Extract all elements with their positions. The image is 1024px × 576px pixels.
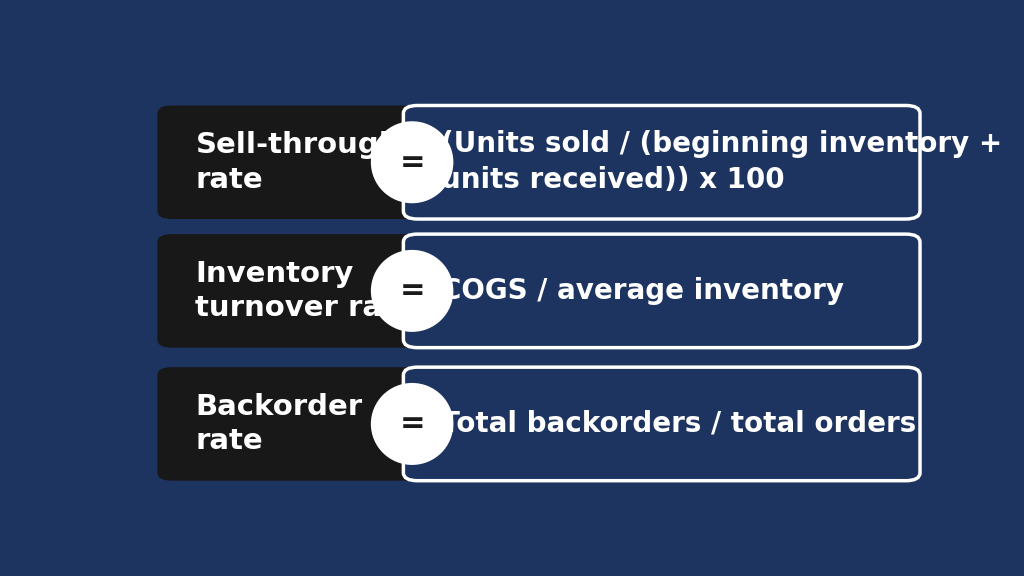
Ellipse shape xyxy=(371,383,454,465)
Ellipse shape xyxy=(371,122,454,203)
FancyBboxPatch shape xyxy=(403,367,920,481)
Text: =: = xyxy=(399,410,425,438)
Text: Total backorders / total orders: Total backorders / total orders xyxy=(441,410,916,438)
FancyBboxPatch shape xyxy=(158,367,436,481)
Ellipse shape xyxy=(371,250,454,332)
Text: COGS / average inventory: COGS / average inventory xyxy=(441,277,845,305)
Text: Inventory
turnover rate: Inventory turnover rate xyxy=(196,260,416,322)
FancyBboxPatch shape xyxy=(158,234,436,348)
FancyBboxPatch shape xyxy=(158,105,436,219)
Text: (Units sold / (beginning inventory +
units received)) x 100: (Units sold / (beginning inventory + uni… xyxy=(441,130,1002,194)
Text: =: = xyxy=(399,148,425,177)
Text: Sell-through
rate: Sell-through rate xyxy=(196,131,400,194)
Text: =: = xyxy=(399,276,425,305)
FancyBboxPatch shape xyxy=(403,105,920,219)
Text: Backorder
rate: Backorder rate xyxy=(196,393,362,455)
FancyBboxPatch shape xyxy=(403,234,920,348)
